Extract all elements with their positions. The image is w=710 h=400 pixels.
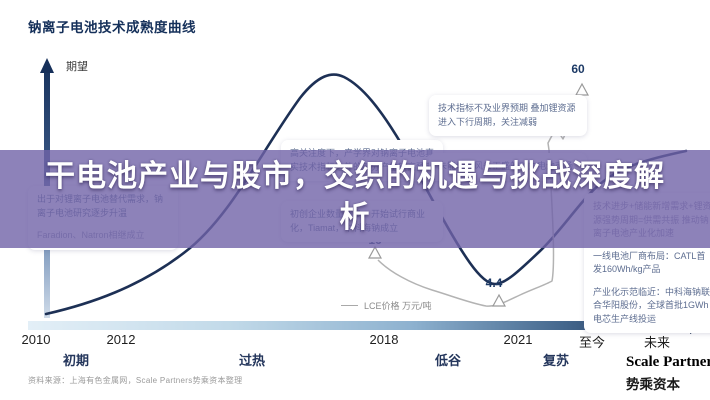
phase-label-overheat: 过热 [238,353,266,368]
x-tick-2010: 2010 [21,332,51,347]
x-axis-line [28,321,692,330]
phase-label-recovery: 复苏 [542,353,570,368]
annotation-text: 一线电池厂商布局：CATL首发160Wh/kg产品 [593,250,706,275]
brand-logo-cn: 势乘资本 [626,377,680,392]
y-axis-label: 期望 [66,61,88,73]
headline-title: 干电池产业与股市，交织的机遇与挑战深度解析 [45,160,665,235]
x-tick-2021: 2021 [503,332,533,347]
x-tick-future: 未来 [643,335,671,350]
phase-label-initial: 初期 [62,353,90,368]
marker-16-triangle-icon [367,245,383,259]
price-label-60: 60 [571,62,585,76]
x-tick-2012: 2012 [106,332,136,347]
x-tick-2018: 2018 [369,332,399,347]
marker-44-triangle-icon [491,293,507,307]
phase-label-trough: 低谷 [434,353,462,368]
marker-60-triangle-icon [574,82,590,96]
annotation-text: 技术指标不及业界预期 叠加锂资源进入下行周期，关注减弱 [438,103,576,127]
legend-label: LCE价格 万元/吨 [364,301,432,311]
lce-line-swatch-icon [341,305,358,306]
headline-banner-overlay [0,150,710,248]
chart-title: 钠离子电池技术成熟度曲线 [28,20,196,35]
annotation-decline: 技术指标不及业界预期 叠加锂资源进入下行周期，关注减弱 [429,95,587,136]
source-note: 资料来源：上海有色金属网，Scale Partners势乘资本整理 [28,376,243,385]
y-axis-arrow-icon [40,58,54,73]
annotation-text: 产业化示范临近：中科海钠联合华阳股份，全球首批1GWh电芯生产线投运 [593,286,710,324]
price-label-4-4: 4.4 [485,276,503,290]
x-tick-now: 至今 [578,335,606,350]
brand-logo-en: Scale Partners [626,354,710,370]
legend: LCE价格 万元/吨 [341,299,432,312]
